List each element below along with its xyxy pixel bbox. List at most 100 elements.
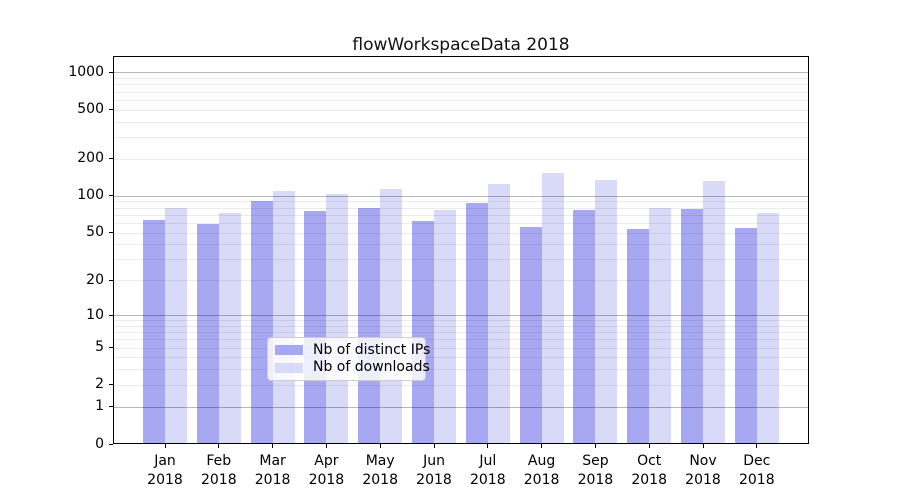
x-tick-month: Jan bbox=[154, 453, 176, 469]
x-tick-year: 2018 bbox=[200, 472, 237, 488]
x-tick-month: Sep bbox=[582, 453, 609, 469]
bar-downloads-oct bbox=[649, 208, 672, 444]
y-tick-label: 500 bbox=[77, 101, 104, 118]
gridline-minor bbox=[113, 369, 809, 371]
y-tick-label: 50 bbox=[86, 224, 104, 240]
x-tick-year: 2018 bbox=[254, 472, 291, 488]
bar-downloads-apr bbox=[326, 194, 349, 444]
legend: Nb of distinct IPs Nb of downloads bbox=[267, 337, 430, 381]
bar-distinct-ips-nov bbox=[681, 208, 703, 444]
y-tick-label: 10 bbox=[86, 306, 104, 323]
bar-distinct-ips-jun bbox=[412, 221, 434, 444]
y-tick-label: 1000 bbox=[68, 63, 104, 80]
gridline-minor bbox=[113, 207, 809, 209]
legend-entry-downloads: Nb of downloads bbox=[275, 359, 430, 376]
bar-distinct-ips-sep bbox=[573, 210, 596, 444]
y-tick-mark bbox=[109, 232, 113, 233]
gridline-minor bbox=[113, 214, 809, 216]
x-tick-mark bbox=[379, 444, 381, 448]
bar-distinct-ips-jul bbox=[465, 202, 488, 444]
y-tick-mark bbox=[109, 443, 113, 445]
y-tick-label: 200 bbox=[77, 150, 104, 167]
gridline-major bbox=[113, 315, 809, 316]
y-tick-label: 5 bbox=[95, 339, 104, 356]
y-tick-mark bbox=[109, 347, 113, 349]
bar-downloads-jan bbox=[165, 207, 187, 444]
gridline-major bbox=[113, 406, 809, 408]
x-tick-label-jun: Jun 2018 bbox=[404, 452, 464, 490]
legend-entry-distinct-ips: Nb of distinct IPs bbox=[275, 342, 430, 359]
chart-title: flowWorkspaceData 2018 bbox=[352, 35, 570, 55]
bar-downloads-nov bbox=[703, 180, 725, 444]
x-tick-year: 2018 bbox=[416, 472, 452, 488]
x-tick-label-jul: Jul 2018 bbox=[458, 452, 518, 490]
y-tick-label: 2 bbox=[95, 376, 104, 393]
bar-distinct-ips-oct bbox=[627, 229, 650, 444]
gridline-minor bbox=[113, 91, 809, 93]
gridline-minor bbox=[113, 325, 809, 327]
legend-swatch bbox=[275, 345, 303, 356]
gridline-minor bbox=[113, 121, 809, 123]
x-tick-year: 2018 bbox=[577, 472, 614, 488]
gridline-minor bbox=[113, 158, 809, 160]
x-tick-label-feb: Feb 2018 bbox=[189, 452, 249, 490]
gridline-minor bbox=[113, 109, 809, 111]
x-tick-month: Aug bbox=[527, 453, 556, 469]
x-tick-month: Nov bbox=[689, 453, 717, 469]
gridline-major bbox=[113, 195, 809, 197]
x-tick-label-jan: Jan 2018 bbox=[135, 452, 195, 490]
gridline-minor bbox=[113, 280, 809, 282]
x-tick-year: 2018 bbox=[469, 472, 506, 488]
gridline-minor bbox=[113, 357, 809, 359]
x-tick-year: 2018 bbox=[738, 472, 775, 488]
gridline-minor bbox=[113, 339, 809, 341]
x-tick-mark bbox=[541, 444, 543, 448]
bar-downloads-jul bbox=[487, 184, 510, 444]
gridline-minor bbox=[113, 259, 809, 261]
y-tick-mark bbox=[109, 109, 113, 111]
x-tick-mark bbox=[164, 444, 166, 448]
x-tick-mark bbox=[487, 444, 489, 448]
gridline-minor bbox=[113, 84, 809, 86]
x-tick-month: May bbox=[365, 453, 395, 469]
bar-distinct-ips-mar bbox=[250, 200, 273, 444]
x-tick-mark bbox=[272, 444, 274, 448]
x-tick-label-apr: Apr 2018 bbox=[296, 452, 356, 490]
x-tick-month: Dec bbox=[743, 453, 771, 469]
gridline-minor bbox=[113, 222, 809, 224]
bar-distinct-ips-apr bbox=[304, 211, 327, 444]
gridline-minor bbox=[113, 78, 809, 79]
bar-downloads-feb bbox=[218, 212, 241, 444]
x-tick-year: 2018 bbox=[685, 472, 721, 488]
legend-swatch bbox=[275, 362, 303, 373]
legend-label: Nb of downloads bbox=[313, 359, 430, 376]
legend-label: Nb of distinct IPs bbox=[313, 341, 431, 358]
y-tick-label: 100 bbox=[77, 187, 104, 204]
x-tick-label-nov: Nov 2018 bbox=[673, 452, 733, 490]
bar-distinct-ips-may bbox=[358, 207, 381, 444]
gridline-minor bbox=[113, 201, 809, 203]
gridline-minor bbox=[113, 244, 809, 246]
x-tick-mark bbox=[756, 444, 758, 448]
bar-distinct-ips-feb bbox=[196, 223, 219, 444]
x-tick-month: Apr bbox=[314, 453, 339, 469]
bar-downloads-aug bbox=[541, 173, 564, 444]
x-tick-label-dec: Dec 2018 bbox=[727, 452, 787, 490]
gridline-minor bbox=[113, 384, 809, 386]
x-tick-year: 2018 bbox=[523, 472, 560, 488]
gridline-minor bbox=[113, 332, 809, 334]
y-tick-mark bbox=[109, 279, 113, 281]
bar-downloads-jun bbox=[434, 210, 456, 444]
x-tick-year: 2018 bbox=[631, 472, 667, 488]
x-tick-label-oct: Oct 2018 bbox=[619, 452, 679, 490]
gridline-minor bbox=[113, 320, 809, 322]
x-tick-mark bbox=[325, 444, 327, 448]
bar-downloads-dec bbox=[756, 212, 779, 444]
y-tick-mark bbox=[109, 195, 113, 197]
bar-distinct-ips-jan bbox=[143, 220, 165, 444]
bar-distinct-ips-aug bbox=[519, 226, 542, 444]
x-tick-mark bbox=[594, 444, 596, 448]
x-tick-mark bbox=[702, 444, 704, 448]
x-tick-month: Jul bbox=[479, 453, 497, 469]
